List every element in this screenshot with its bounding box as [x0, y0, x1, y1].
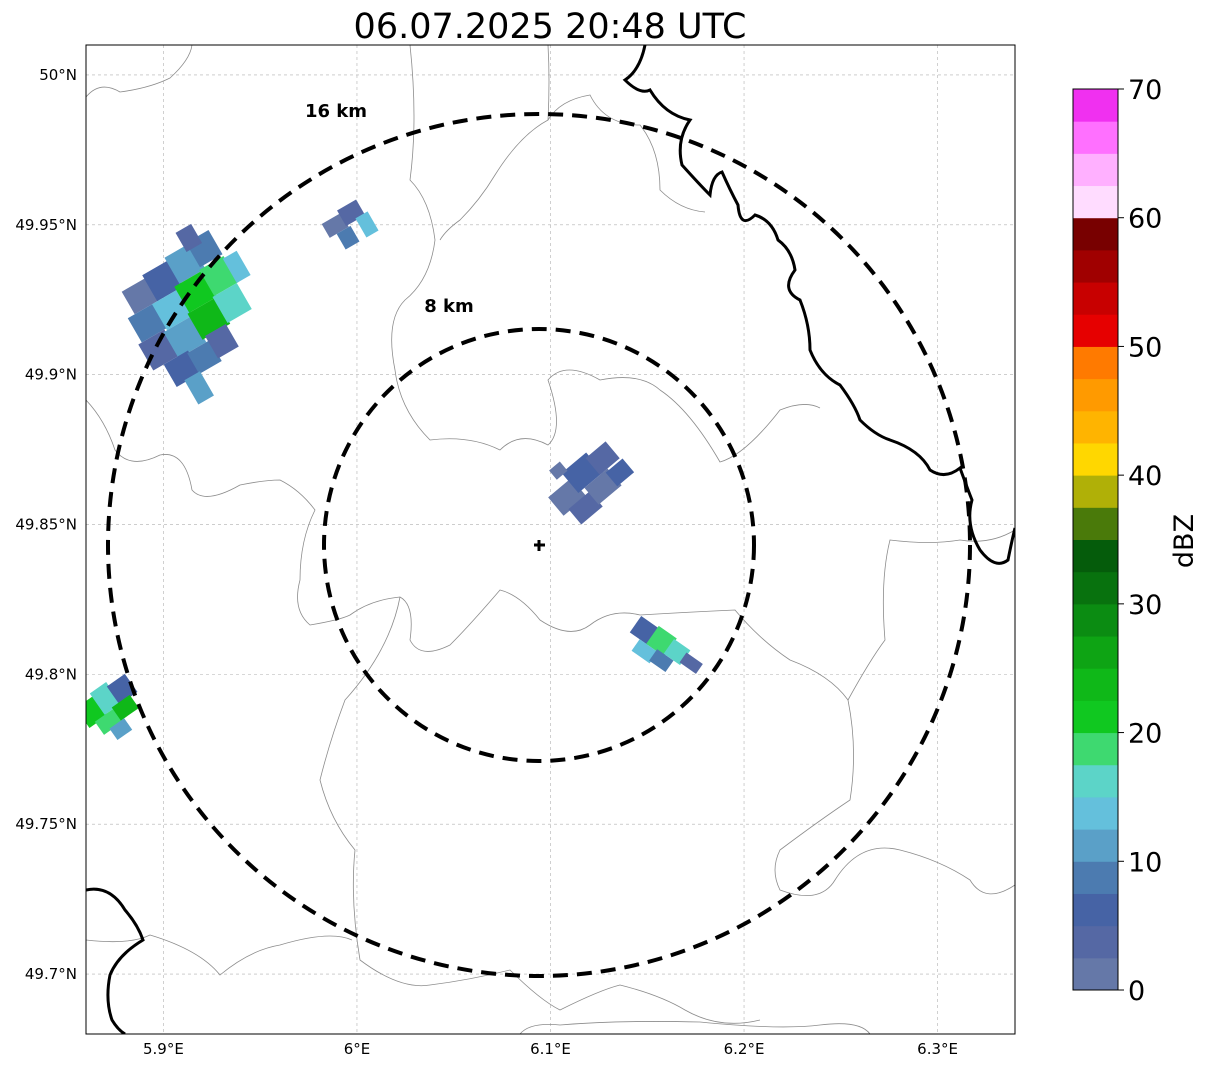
lat-tick-label: 49.75°N [15, 815, 77, 833]
colorbar-block [1073, 861, 1118, 894]
ring-label-16km: 16 km [305, 101, 367, 122]
colorbar-block [1073, 378, 1118, 412]
precip-cell-se [629, 615, 703, 674]
colorbar-block [1073, 764, 1118, 798]
ring-label-8km: 8 km [424, 296, 474, 317]
latitude-tick-labels: 50°N 49.95°N 49.9°N 49.85°N 49.8°N 49.75°N 49.… [15, 66, 77, 983]
colorbar-block [1073, 893, 1118, 927]
colorbar-block [1073, 539, 1118, 573]
colorbar-block [1073, 507, 1118, 540]
colorbar-block [1073, 89, 1118, 122]
colorbar-frame [1072, 88, 1119, 991]
colorbar-block [1073, 282, 1118, 315]
colorbar-tick-label: 10 [1128, 847, 1162, 878]
colorbar-block [1073, 636, 1118, 669]
lon-tick-label: 6.1°E [530, 1040, 571, 1058]
colorbar-tick-label: 70 [1128, 75, 1162, 106]
colorbar-label: dBZ [1169, 514, 1200, 568]
range-ring-8km [322, 327, 756, 763]
colorbar-block [1073, 925, 1118, 959]
colorbar-tick-label: 0 [1128, 976, 1145, 1007]
colorbar-tick-label: 50 [1128, 332, 1162, 363]
colorbar-block [1073, 571, 1118, 605]
lon-tick-label: 6°E [344, 1040, 371, 1058]
admin-borders [86, 45, 1015, 1034]
figure-title: 06.07.2025 20:48 UTC [354, 7, 747, 47]
colorbar-block [1073, 410, 1118, 444]
colorbar-tick-label: 30 [1128, 590, 1162, 621]
range-rings [106, 112, 972, 978]
lat-tick-label: 49.8°N [25, 665, 77, 683]
lat-tick-label: 49.9°N [25, 366, 77, 384]
colorbar-block [1073, 829, 1118, 862]
colorbar-block [1073, 153, 1118, 187]
colorbar-ticks: 0 10 20 30 40 50 60 70 [1118, 75, 1162, 1007]
colorbar-block [1073, 700, 1118, 734]
precip-cell-center [548, 441, 635, 525]
lat-tick-label: 49.85°N [15, 516, 77, 534]
colorbar-block [1073, 668, 1118, 701]
lat-tick-label: 49.95°N [15, 216, 77, 234]
lon-tick-label: 5.9°E [143, 1040, 184, 1058]
colorbar-block [1073, 346, 1118, 380]
colorbar-block [1073, 796, 1118, 830]
range-ring-16km [106, 112, 972, 978]
colorbar-block [1073, 217, 1118, 251]
precip-cell-north [321, 199, 379, 250]
colorbar-block [1073, 185, 1118, 219]
colorbar-tick-label: 40 [1128, 461, 1162, 492]
colorbar: 0 10 20 30 40 50 60 70 dBZ [1072, 75, 1200, 1007]
lon-tick-label: 6.3°E [917, 1040, 958, 1058]
colorbar-block [1073, 475, 1118, 508]
colorbar-block [1073, 603, 1118, 637]
map-frame [85, 44, 1016, 1035]
colorbar-block [1073, 442, 1118, 476]
colorbar-block [1073, 249, 1118, 283]
lon-tick-label: 6.2°E [724, 1040, 765, 1058]
colorbar-block [1073, 121, 1118, 154]
lat-tick-label: 50°N [39, 66, 77, 84]
colorbar-tick-label: 60 [1128, 204, 1162, 235]
radar-site-marker [534, 540, 545, 551]
map-gridlines [86, 45, 1015, 1034]
colorbar-block [1073, 314, 1118, 347]
map-layers [86, 45, 1015, 1034]
longitude-tick-labels: 5.9°E 6°E 6.1°E 6.2°E 6.3°E [143, 1040, 958, 1058]
lat-tick-label: 49.7°N [25, 965, 77, 983]
colorbar-tick-label: 20 [1128, 719, 1162, 750]
colorbar-block [1073, 732, 1118, 766]
colorbar-block [1073, 957, 1118, 991]
colorbar-blocks [1073, 89, 1118, 991]
